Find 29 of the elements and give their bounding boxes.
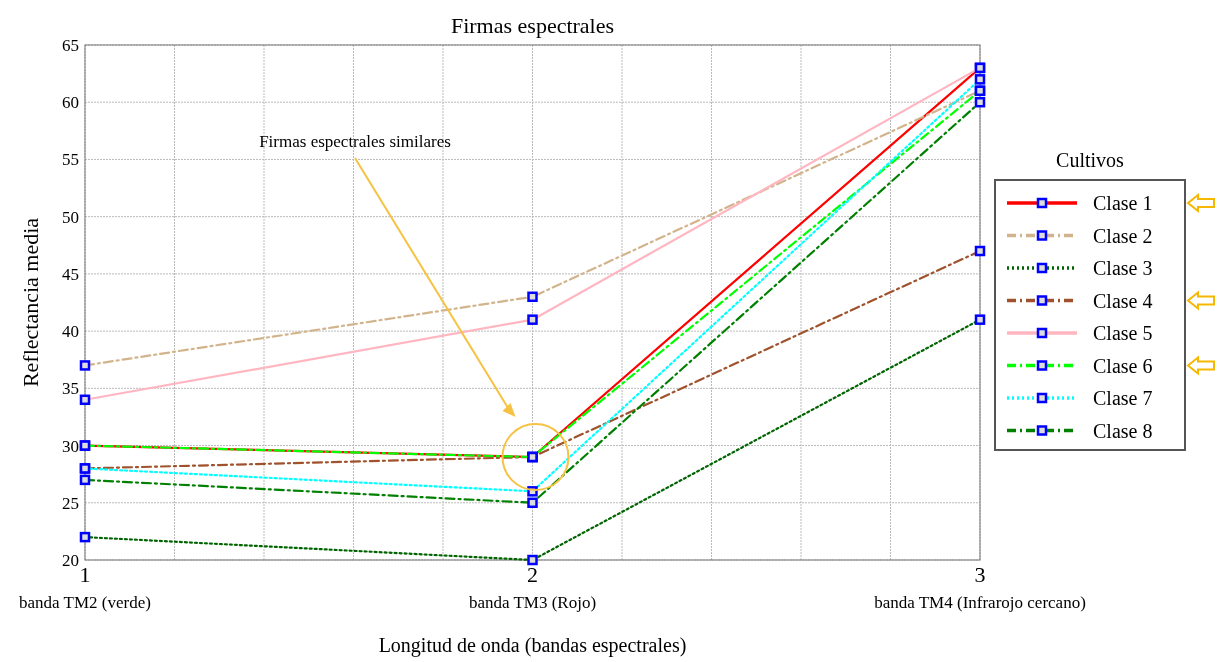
y-tick-label: 20 xyxy=(62,551,79,570)
y-tick-label: 55 xyxy=(62,150,79,170)
y-tick-label: 65 xyxy=(62,36,79,55)
y-axis-title: Reflectancia media xyxy=(18,217,43,388)
legend-label: Clase 4 xyxy=(1093,289,1153,312)
text: banda TM3 (Rojo) xyxy=(468,593,597,612)
y-tick-label: 45 xyxy=(62,264,79,284)
x-tick-label: 2 xyxy=(527,562,538,587)
y-tick-label: 30 xyxy=(62,436,79,456)
text: banda TM2 (verde) xyxy=(19,593,151,612)
legend-label: Clase 6 xyxy=(1093,354,1153,377)
x-tick-label: 3 xyxy=(974,562,986,587)
y-tick-label: 60 xyxy=(62,93,79,113)
y-tick-label: 35 xyxy=(62,379,79,399)
legend-title: Cultivos xyxy=(1056,149,1125,171)
legend-label: Clase 3 xyxy=(1093,257,1153,279)
x-axis-title: Longitud de onda (bandas espectrales) xyxy=(378,634,687,657)
chart-title: Firmas espectrales xyxy=(450,13,615,38)
legend-label: Clase 1 xyxy=(1093,192,1153,214)
legend-label: Clase 2 xyxy=(1093,224,1153,247)
y-tick-label: 25 xyxy=(62,493,79,513)
annotation: Firmas espectrales similares xyxy=(259,132,451,151)
y-tick-label: 40 xyxy=(62,322,79,342)
legend-label: Clase 8 xyxy=(1093,419,1153,442)
y-tick-label: 50 xyxy=(62,207,79,227)
legend-label: Clase 7 xyxy=(1093,387,1153,409)
text: banda TM4 (Infrarojo cercano) xyxy=(874,593,1086,612)
legend-label: Clase 5 xyxy=(1093,322,1153,344)
x-tick-label: 1 xyxy=(79,562,91,587)
